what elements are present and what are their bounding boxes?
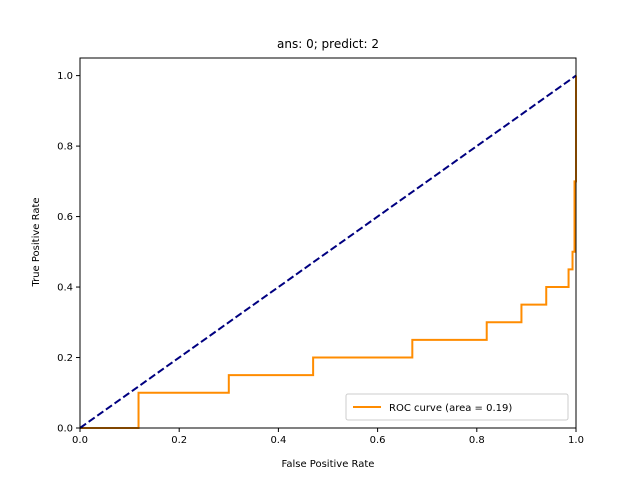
y-tick-label: 0.4 <box>57 283 73 294</box>
x-tick-label: 0.6 <box>370 435 386 446</box>
x-tick-label: 0.4 <box>270 435 286 446</box>
y-tick-label: 0.2 <box>57 353 73 364</box>
chart-title: ans: 0; predict: 2 <box>277 37 379 51</box>
axes-frame <box>79 57 577 429</box>
plot-area: 0.0 0.2 0.4 0.6 0.8 1.0 0.0 0.2 0.4 0.6 0.8 1.0 <box>57 57 584 446</box>
y-tick-label: 1.0 <box>57 71 73 82</box>
legend-box <box>345 393 569 421</box>
y-tick-label: 0.0 <box>57 424 73 435</box>
legend-label: ROC curve (area = 0.19) <box>389 403 512 414</box>
x-tick-label: 0.2 <box>171 435 187 446</box>
x-tick-label: 0.0 <box>72 435 88 446</box>
y-tick-label: 0.8 <box>57 142 73 153</box>
y-tick-label: 0.6 <box>57 212 73 223</box>
x-tick-label: 1.0 <box>568 435 584 446</box>
x-axis-label: False Positive Rate <box>282 459 375 470</box>
y-axis-label: True Positive Rate <box>31 197 42 287</box>
x-tick-label: 0.8 <box>469 435 485 446</box>
roc-curve-line <box>80 75 577 429</box>
legend: ROC curve (area = 0.19) <box>345 393 569 421</box>
chance-diagonal-line <box>79 74 577 429</box>
